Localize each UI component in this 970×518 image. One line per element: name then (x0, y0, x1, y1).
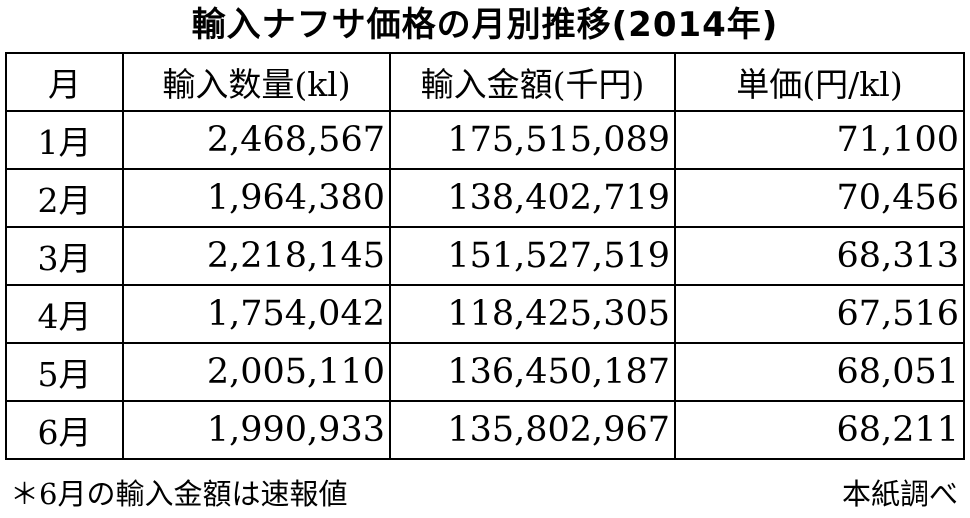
cell-import-amount: 151,527,519 (389, 226, 676, 286)
cell-import-amount: 135,802,967 (389, 400, 676, 460)
header-unit-price: 単価(円/kl) (674, 52, 965, 112)
header-import-quantity: 輸入数量(kl) (122, 52, 391, 112)
cell-unit-price: 68,211 (674, 400, 965, 460)
cell-unit-price: 67,516 (674, 284, 965, 344)
cell-import-amount: 175,515,089 (389, 110, 676, 170)
footnote: ＊6月の輸入金額は速報値 (10, 477, 348, 511)
cell-month: 6月 (5, 400, 124, 460)
table-row: 4月 1,754,042 118,425,305 67,516 (5, 284, 965, 344)
cell-unit-price: 68,051 (674, 342, 965, 402)
source-credit: 本紙調べ (841, 477, 958, 511)
cell-unit-price: 68,313 (674, 226, 965, 286)
cell-month: 3月 (5, 226, 124, 286)
cell-import-quantity: 1,990,933 (122, 400, 391, 460)
cell-import-quantity: 2,005,110 (122, 342, 391, 402)
cell-month: 5月 (5, 342, 124, 402)
table-row: 2月 1,964,380 138,402,719 70,456 (5, 168, 965, 228)
cell-unit-price: 71,100 (674, 110, 965, 170)
cell-month: 4月 (5, 284, 124, 344)
header-import-amount: 輸入金額(千円) (389, 52, 676, 112)
table-header-row: 月 輸入数量(kl) 輸入金額(千円) 単価(円/kl) (5, 52, 965, 112)
table-row: 6月 1,990,933 135,802,967 68,211 (5, 400, 965, 460)
naphtha-price-table: 月 輸入数量(kl) 輸入金額(千円) 単価(円/kl) 1月 2,468,56… (5, 52, 965, 460)
cell-import-amount: 138,402,719 (389, 168, 676, 228)
table-title: 輸入ナフサ価格の月別推移(2014年) (191, 5, 779, 45)
cell-unit-price: 70,456 (674, 168, 965, 228)
table-row: 5月 2,005,110 136,450,187 68,051 (5, 342, 965, 402)
cell-import-amount: 118,425,305 (389, 284, 676, 344)
cell-month: 1月 (5, 110, 124, 170)
table-row: 1月 2,468,567 175,515,089 71,100 (5, 110, 965, 170)
header-month: 月 (5, 52, 124, 112)
cell-import-quantity: 1,964,380 (122, 168, 391, 228)
cell-import-quantity: 2,468,567 (122, 110, 391, 170)
cell-import-quantity: 2,218,145 (122, 226, 391, 286)
cell-month: 2月 (5, 168, 124, 228)
table-row: 3月 2,218,145 151,527,519 68,313 (5, 226, 965, 286)
cell-import-amount: 136,450,187 (389, 342, 676, 402)
cell-import-quantity: 1,754,042 (122, 284, 391, 344)
